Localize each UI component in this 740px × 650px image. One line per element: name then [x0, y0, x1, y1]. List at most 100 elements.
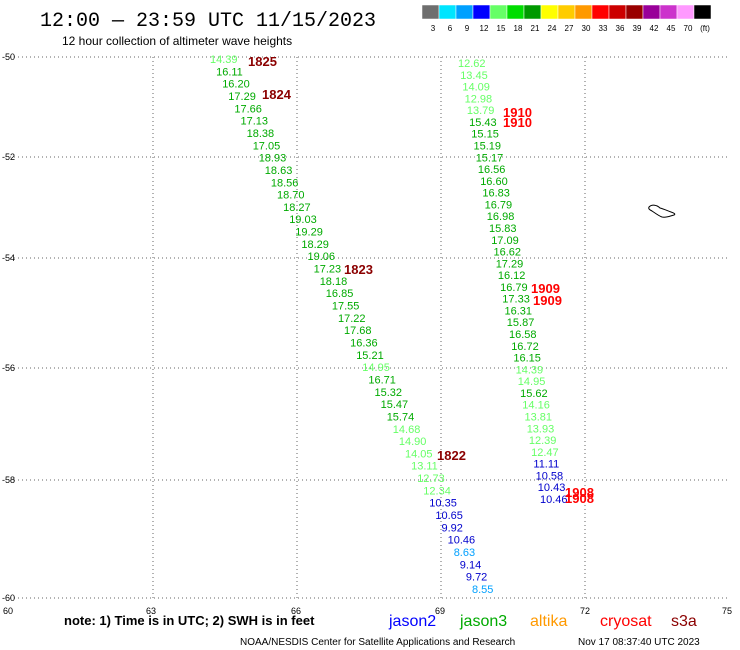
- swh-value: 16.98: [487, 211, 515, 223]
- swh-value: 16.79: [500, 282, 528, 294]
- swh-value: 16.85: [326, 288, 354, 300]
- swh-value: 16.31: [505, 306, 533, 318]
- swh-value: 9.14: [460, 559, 481, 571]
- satellite-name: jason3: [459, 613, 507, 630]
- swh-value: 14.16: [522, 400, 550, 412]
- swh-value: 19.03: [289, 214, 317, 226]
- lon-label: 66: [291, 606, 301, 616]
- legend-swatch: [693, 4, 712, 20]
- swh-value: 16.62: [494, 247, 522, 259]
- swh-value: 15.32: [375, 387, 403, 399]
- pass-time-label: 1908: [565, 485, 594, 500]
- swh-value: 15.87: [507, 317, 535, 329]
- legend-swatch: [455, 4, 474, 20]
- satellite-name: altika: [530, 613, 567, 630]
- legend-label: 27: [565, 24, 574, 33]
- swh-value: 19.29: [295, 227, 323, 239]
- legend-label: 24: [548, 24, 557, 33]
- swh-value: 17.13: [241, 116, 269, 128]
- legend-label: 45: [667, 24, 676, 33]
- legend-label: 18: [514, 24, 523, 33]
- map-subtitle: 12 hour collection of altimeter wave hei…: [62, 34, 292, 48]
- legend-label: 3: [431, 24, 436, 33]
- swh-value: 14.95: [362, 362, 390, 374]
- swh-value: 17.09: [491, 235, 519, 247]
- swh-value: 12.98: [465, 93, 493, 105]
- swh-value: 14.05: [405, 448, 433, 460]
- swh-value: 10.43: [538, 482, 566, 494]
- map-title: 12:00 — 23:59 UTC 11/15/2023: [40, 10, 376, 33]
- map-grid: [10, 56, 730, 599]
- swh-value: 13.93: [527, 423, 555, 435]
- lat-label: -52: [2, 152, 15, 162]
- pass-time-label: 1825: [248, 54, 277, 69]
- swh-value: 15.83: [489, 223, 517, 235]
- pass-time-label: 1909: [533, 293, 562, 308]
- swh-value: 16.15: [513, 353, 541, 365]
- lon-label: 69: [435, 606, 445, 616]
- swh-value: 17.66: [234, 103, 262, 115]
- legend-label: 39: [633, 24, 642, 33]
- swh-value: 16.36: [350, 338, 378, 350]
- lon-label: 63: [146, 606, 156, 616]
- swh-value: 14.09: [462, 82, 490, 94]
- satellite-name: s3a: [671, 613, 697, 630]
- satellite-name: cryosat: [600, 613, 652, 630]
- swh-value: 14.68: [393, 424, 421, 436]
- legend-label: 9: [465, 24, 470, 33]
- swh-value: 10.35: [429, 498, 457, 510]
- swh-value: 15.47: [381, 399, 409, 411]
- swh-value: 16.11: [216, 66, 243, 78]
- swh-value: 15.15: [471, 129, 499, 141]
- swh-value: 16.20: [222, 79, 250, 91]
- lat-label: -58: [2, 475, 15, 485]
- swh-value: 8.63: [454, 547, 475, 559]
- legend-label: 15: [497, 24, 506, 33]
- swh-value: 17.05: [253, 140, 281, 152]
- swh-value: 8.55: [472, 584, 493, 596]
- lon-label: 72: [580, 606, 590, 616]
- legend-label: 70: [684, 24, 693, 33]
- legend-swatch: [557, 4, 576, 20]
- footer-credit: NOAA/NESDIS Center for Satellite Applica…: [240, 637, 515, 648]
- legend-swatch: [676, 4, 695, 20]
- legend-label: 6: [448, 24, 453, 33]
- swh-value: 17.55: [332, 301, 360, 313]
- lon-axis: 60 63 66 69 72 75: [3, 606, 732, 616]
- legend-swatch: [438, 4, 457, 20]
- legend-label: (ft): [700, 24, 710, 33]
- swh-tracks: 14.3916.1116.2017.2917.6617.1318.3817.05…: [210, 54, 568, 596]
- legend-swatch: [608, 4, 627, 20]
- swh-value: 18.93: [259, 153, 287, 165]
- legend-swatch: [489, 4, 508, 20]
- legend-label: 33: [599, 24, 608, 33]
- swh-value: 18.56: [271, 177, 299, 189]
- legend-swatch: [523, 4, 542, 20]
- satellite-legend: jason2 jason3 altika cryosat s3a: [388, 613, 697, 630]
- swh-value: 15.62: [520, 388, 548, 400]
- legend-swatch: [659, 4, 678, 20]
- swh-value: 14.90: [399, 436, 427, 448]
- lat-label: -60: [2, 593, 15, 603]
- swh-value: 14.39: [210, 54, 238, 66]
- pass-time-label: 1823: [344, 262, 373, 277]
- pass-time-label: 1909: [531, 281, 560, 296]
- swh-value: 15.43: [469, 117, 497, 129]
- legend-swatch: [421, 4, 440, 20]
- swh-value: 16.71: [368, 375, 396, 387]
- swh-value: 17.33: [502, 294, 530, 306]
- swh-value: 17.22: [338, 313, 366, 325]
- swh-value: 13.79: [467, 105, 495, 117]
- swh-value: 10.46: [448, 535, 476, 547]
- lon-label: 75: [722, 606, 732, 616]
- swh-value: 14.39: [516, 364, 544, 376]
- lat-label: -54: [2, 253, 15, 263]
- swh-value: 13.45: [460, 70, 488, 82]
- swh-value: 18.18: [320, 276, 348, 288]
- swh-value: 16.56: [478, 164, 506, 176]
- swh-value: 17.29: [228, 91, 256, 103]
- swh-value: 11.11: [533, 459, 559, 471]
- swh-value: 17.68: [344, 325, 372, 337]
